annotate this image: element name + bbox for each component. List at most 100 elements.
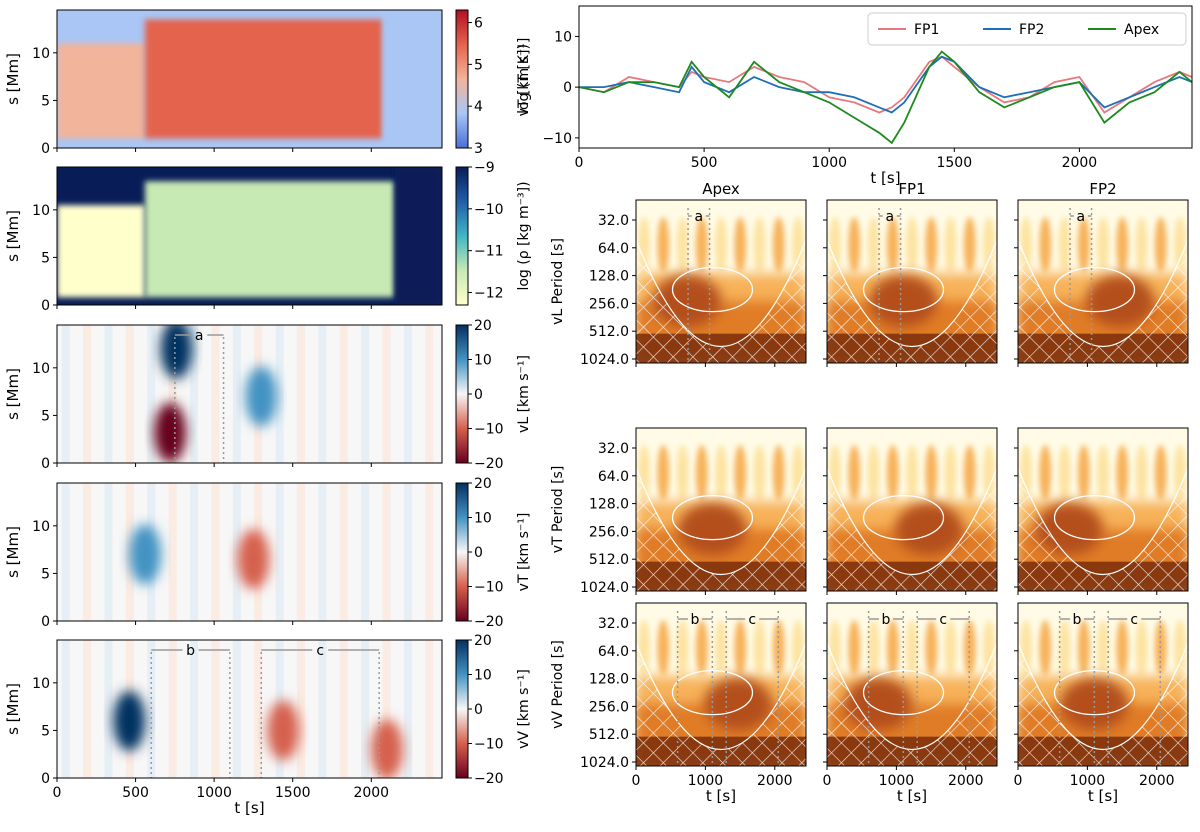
heatmap-band bbox=[190, 640, 199, 778]
significance-contour bbox=[1053, 266, 1136, 313]
marker-label: b bbox=[691, 612, 700, 628]
interval-marker-c: c bbox=[916, 611, 970, 766]
power-streak bbox=[1077, 620, 1090, 676]
marker-label: c bbox=[316, 643, 324, 659]
heatmap-region-0 bbox=[57, 205, 145, 298]
power-streak bbox=[944, 217, 957, 273]
significance-contour bbox=[1053, 495, 1136, 541]
power-streak bbox=[657, 217, 670, 273]
line-frame bbox=[578, 5, 1193, 149]
power-streak bbox=[886, 217, 899, 273]
interval-marker-b: b bbox=[676, 611, 714, 766]
wavelet-frame bbox=[635, 602, 807, 767]
heatmap-band bbox=[361, 325, 370, 463]
marker-label: a bbox=[1076, 209, 1085, 225]
heatmap-feature-1 bbox=[154, 402, 187, 463]
heatmap-band bbox=[168, 640, 177, 778]
colorbar-tick-label: 0 bbox=[474, 702, 483, 718]
x-tick-label: 0 bbox=[632, 773, 641, 789]
interval-marker-a: a bbox=[687, 208, 711, 363]
heatmap-feature-1 bbox=[267, 700, 300, 761]
power-streak bbox=[734, 445, 747, 501]
power-streak bbox=[695, 217, 708, 273]
power-streak bbox=[886, 620, 899, 676]
x-tick-label: 2000 bbox=[1062, 155, 1098, 171]
power-peak bbox=[678, 503, 747, 556]
wavelet-panel-vT-fp2 bbox=[1014, 427, 1189, 595]
x-tick-label: 1000 bbox=[811, 155, 847, 171]
x-tick-label: 1000 bbox=[1070, 773, 1106, 789]
colorbar-tick-label: 20 bbox=[474, 476, 492, 492]
significance-contour bbox=[862, 495, 945, 541]
y-tick-label: 10 bbox=[32, 676, 50, 692]
power-peak bbox=[1086, 275, 1154, 328]
wavelet-frame bbox=[826, 199, 998, 364]
y-tick-label: 64.0 bbox=[598, 469, 629, 485]
heatmap-band bbox=[403, 325, 412, 463]
heatmap-region-2 bbox=[394, 167, 442, 305]
wavelet-power bbox=[827, 428, 997, 591]
wavelet-frame bbox=[1017, 199, 1189, 364]
cone-of-influence bbox=[827, 643, 997, 766]
y-tick-label: 5 bbox=[41, 408, 50, 424]
heatmap-band bbox=[61, 325, 70, 463]
power-peak bbox=[704, 678, 772, 731]
colorbar-tick-label: 0 bbox=[474, 387, 483, 403]
power-streak bbox=[1135, 217, 1148, 273]
heatmap-band bbox=[104, 640, 113, 778]
colorbar-vV: 20 10 0 −10 −20 vV [km s⁻¹] bbox=[455, 633, 532, 787]
x-tick-label: 2000 bbox=[353, 785, 389, 801]
colorbar-label: vV [km s⁻¹] bbox=[516, 669, 532, 749]
marker-label: c bbox=[1130, 612, 1138, 628]
heatmap-band bbox=[83, 325, 92, 463]
y-tick-label: 512.0 bbox=[589, 552, 629, 568]
interval-marker-c: c bbox=[725, 611, 779, 766]
t-axis-label: t [s] bbox=[706, 787, 736, 805]
legend: FP1 FP2 Apex bbox=[867, 12, 1187, 46]
heatmap-band bbox=[318, 640, 327, 778]
cone-of-influence-edge bbox=[1018, 467, 1188, 576]
heatmap-region-1 bbox=[145, 19, 384, 139]
y-tick-label: 0 bbox=[41, 456, 50, 472]
heatmap-band bbox=[61, 483, 70, 621]
colorbar-rho: −9 −10 −11 −12 log (ρ [kg m⁻³]) bbox=[455, 160, 532, 306]
heatmap-band bbox=[83, 640, 92, 778]
y-tick-label: 0 bbox=[41, 141, 50, 157]
y-tick-label: 256.0 bbox=[589, 699, 629, 715]
y-tick-label: 0 bbox=[41, 614, 50, 630]
power-streak bbox=[657, 620, 670, 676]
interval-marker-c: c bbox=[260, 643, 380, 778]
power-streak bbox=[848, 620, 861, 676]
row-ylabel-vL: vL Period [s] bbox=[550, 238, 566, 325]
heatmap-frame bbox=[56, 482, 443, 622]
power-streak bbox=[1039, 445, 1052, 501]
wavelet-frame bbox=[826, 602, 998, 767]
heatmap-band bbox=[190, 325, 199, 463]
wavelet-panel-vT-apex: 32.0 64.0 128.0 256.0 512.0 1024.0 bbox=[580, 427, 807, 596]
heatmap-band bbox=[339, 325, 348, 463]
power-streak bbox=[753, 445, 766, 501]
y-tick-label: 5 bbox=[41, 93, 50, 109]
heatmap-body bbox=[57, 10, 442, 148]
y-tick-label: 1024.0 bbox=[580, 755, 629, 771]
marker-label: b bbox=[186, 643, 195, 659]
y-tick-label: 256.0 bbox=[589, 296, 629, 312]
wavelet-power: a bbox=[1018, 200, 1188, 363]
interval-marker-c: c bbox=[1107, 611, 1161, 766]
colorbar-T: 3 4 5 6 log (T [K]) bbox=[455, 9, 532, 157]
heatmap-band bbox=[425, 483, 434, 621]
x-tick-label: 0 bbox=[575, 155, 584, 171]
colorbar-tick-label: 20 bbox=[474, 633, 492, 649]
row-ylabel-vV: vV Period [s] bbox=[550, 640, 566, 729]
heatmap-band bbox=[296, 640, 305, 778]
heatmap-band bbox=[211, 640, 220, 778]
heatmap-band bbox=[403, 483, 412, 621]
heatmap-panels: 0 5 10 s [Mm] 3 4 5 6 log (T [K]) 0 5 10 s [Mm] −9 −10… bbox=[4, 9, 532, 817]
power-streak bbox=[1116, 445, 1129, 501]
power-peak bbox=[1060, 678, 1129, 731]
heatmap-band bbox=[104, 483, 113, 621]
heatmap-band bbox=[254, 640, 263, 778]
